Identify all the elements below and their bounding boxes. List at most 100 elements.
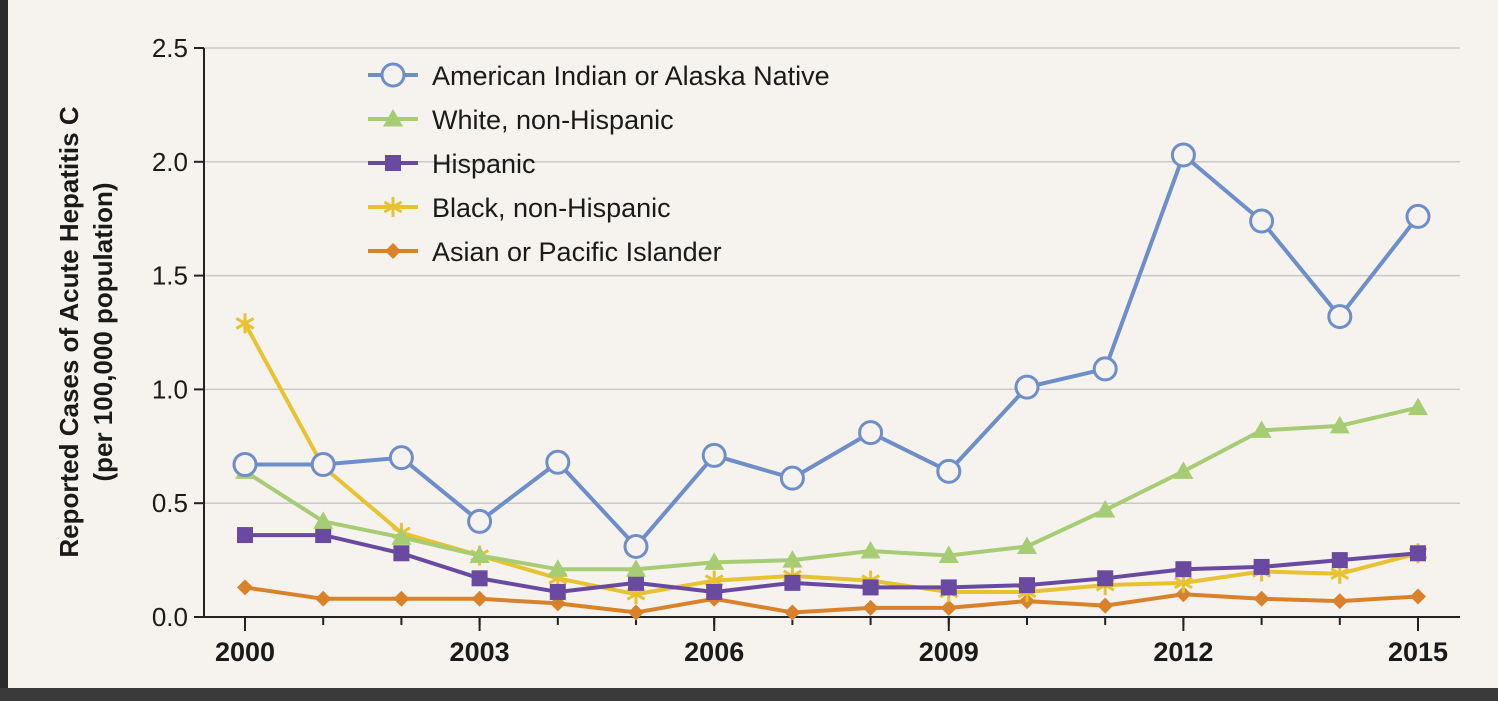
series-0-line — [245, 152, 1420, 549]
series-0-point-2005 — [623, 533, 649, 559]
series-4-point-2007 — [784, 604, 801, 621]
series-2-point-2013 — [1253, 558, 1270, 575]
y-tick-label-0.5: 0.5 — [152, 488, 188, 518]
y-tick-label-2.0: 2.0 — [152, 147, 188, 177]
bottom-strip — [0, 688, 1498, 701]
y-tick-label-2.5: 2.5 — [152, 33, 188, 63]
series-4-line — [244, 585, 1419, 615]
y-tick-label-1.5: 1.5 — [152, 261, 188, 291]
series-2-point-2004 — [549, 583, 566, 600]
series-1-line — [243, 405, 1419, 572]
series-2-point-2009 — [940, 579, 957, 596]
series-0-point-2003 — [467, 508, 493, 534]
series-4-point-2012 — [1175, 586, 1192, 603]
series-0-point-2001 — [310, 452, 336, 478]
series-1-point-2012 — [1173, 461, 1194, 479]
series-2-point-2000 — [237, 527, 253, 544]
series-4-point-2002 — [393, 590, 410, 607]
series-3-point-2000 — [235, 313, 255, 334]
series-1-point-2007 — [782, 550, 803, 568]
series-4-point-2003 — [471, 590, 488, 607]
axes: 0.0 0.5 1.0 1.5 2.0 2.5 2000 2003 2006 2009 2012 20… — [152, 33, 1460, 667]
series-2-point-2003 — [471, 570, 488, 587]
series-4-point-2008 — [862, 599, 879, 616]
series-2-point-2010 — [1019, 577, 1035, 594]
series-1-point-2008 — [860, 540, 881, 559]
series-0-point-2004 — [545, 449, 571, 475]
legend: American Indian or Alaska Native White, n… — [368, 61, 830, 267]
series-1-point-2002 — [391, 527, 412, 545]
series-1-point-2014 — [1329, 415, 1350, 434]
series-0-point-2007 — [779, 465, 805, 491]
series-2-point-2011 — [1097, 570, 1114, 587]
series-1-point-2004 — [547, 559, 568, 577]
series-2-point-2001 — [315, 527, 332, 544]
y-axis-title-line2: (per 100,000 population) — [88, 182, 118, 481]
series-0-point-2013 — [1249, 208, 1275, 234]
series-0-point-2015 — [1405, 203, 1431, 229]
legend-entry-2: Hispanic — [368, 149, 536, 179]
legend-entry-1: White, non-Hispanic — [368, 105, 674, 135]
series-1-point-2010 — [1017, 536, 1037, 554]
legend-label-1: White, non-Hispanic — [432, 105, 674, 135]
series-2-point-2012 — [1175, 561, 1192, 578]
y-tick-label-1.0: 1.0 — [152, 374, 188, 404]
x-tick-label-2000: 2000 — [215, 637, 275, 667]
series-1-point-2001 — [313, 511, 334, 529]
series-2-point-2015 — [1410, 545, 1426, 562]
x-tick-label-2015: 2015 — [1388, 637, 1448, 667]
series-1-point-2005 — [626, 559, 646, 577]
legend-marker-1 — [383, 109, 403, 127]
x-tick-label-2003: 2003 — [450, 637, 510, 667]
y-axis-title-line1: Reported Cases of Acute Hepatitis C — [54, 106, 84, 557]
legend-label-0: American Indian or Alaska Native — [432, 61, 830, 91]
series-4-point-2015 — [1410, 588, 1426, 605]
series-0-point-2002 — [388, 445, 414, 471]
series-4-point-2009 — [940, 599, 957, 616]
series-0-point-2010 — [1014, 374, 1040, 400]
series-4-point-2011 — [1097, 597, 1114, 614]
x-tick-label-2006: 2006 — [684, 637, 744, 667]
series-0-point-2011 — [1092, 356, 1118, 382]
legend-label-3: Black, non-Hispanic — [432, 193, 671, 223]
chart-panel: 0.0 0.5 1.0 1.5 2.0 2.5 2000 2003 2006 2009 2012 20… — [8, 0, 1498, 688]
series-4-point-2001 — [315, 590, 332, 607]
series-1-point-2011 — [1095, 500, 1116, 518]
series-lines — [232, 142, 1431, 621]
series-2-point-2014 — [1331, 552, 1348, 569]
series-2-point-2006 — [706, 583, 723, 600]
x-tick-label-2009: 2009 — [919, 637, 979, 667]
series-0-point-2009 — [936, 458, 962, 484]
series-0-point-2014 — [1327, 304, 1353, 330]
series-1-point-2006 — [704, 552, 725, 570]
line-chart: 0.0 0.5 1.0 1.5 2.0 2.5 2000 2003 2006 2009 2012 20… — [54, 33, 1460, 667]
series-4-point-2013 — [1253, 590, 1270, 607]
series-0-point-2000 — [232, 452, 258, 478]
series-2-point-2007 — [784, 574, 801, 591]
legend-entry-0: American Indian or Alaska Native — [368, 61, 830, 91]
series-0-point-2012 — [1170, 142, 1196, 168]
series-1-point-2015 — [1408, 397, 1428, 416]
legend-marker-0 — [380, 62, 406, 88]
legend-entry-4: Asian or Pacific Islander — [368, 237, 722, 267]
series-2-point-2005 — [628, 574, 644, 591]
series-1-point-2003 — [469, 545, 490, 564]
y-tick-label-0.0: 0.0 — [152, 602, 188, 632]
legend-entry-3: Black, non-Hispanic — [368, 193, 671, 223]
series-2-point-2008 — [862, 579, 879, 596]
series-2-point-2002 — [393, 545, 410, 562]
legend-marker-3 — [383, 197, 403, 217]
legend-label-4: Asian or Pacific Islander — [432, 237, 722, 267]
series-0-point-2006 — [701, 442, 727, 468]
series-2-line — [245, 533, 1419, 594]
series-3-line — [243, 322, 1419, 597]
legend-marker-2 — [385, 155, 401, 171]
series-1-point-2009 — [938, 545, 959, 564]
series-4-point-2014 — [1331, 593, 1348, 610]
series-1-point-2013 — [1251, 420, 1272, 438]
series-4-point-2005 — [628, 604, 644, 621]
x-tick-label-2012: 2012 — [1153, 637, 1213, 667]
legend-marker-4 — [385, 243, 401, 259]
series-4-point-2000 — [237, 579, 253, 596]
legend-label-2: Hispanic — [432, 149, 536, 179]
